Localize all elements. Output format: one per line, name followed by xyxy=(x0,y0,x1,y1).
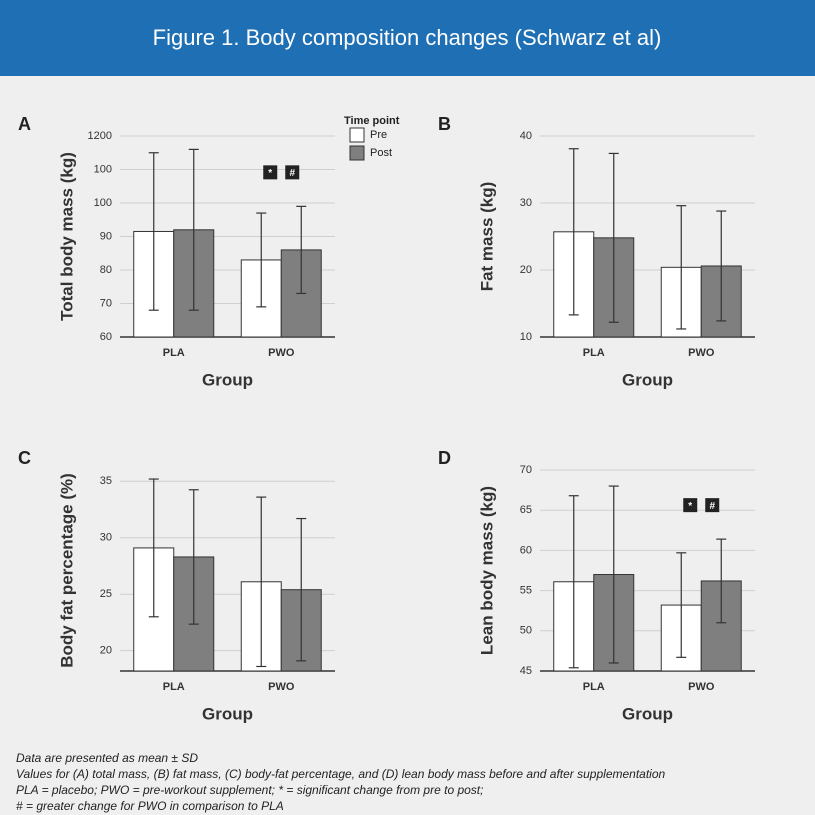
x-axis-label: Group xyxy=(622,704,673,723)
x-tick-label: PLA xyxy=(583,681,605,693)
x-axis-label: Group xyxy=(622,370,673,389)
annotation-box xyxy=(705,498,720,513)
annotation: * xyxy=(268,168,272,179)
header-band xyxy=(0,0,815,76)
y-tick-label: 100 xyxy=(94,163,112,175)
y-tick-label: 70 xyxy=(100,297,112,309)
x-tick-label: PWO xyxy=(268,681,295,693)
y-tick-label: 45 xyxy=(520,665,532,677)
y-axis-label: Body fat percentage (%) xyxy=(57,473,76,668)
figure-title: Figure 1. Body composition changes (Schw… xyxy=(153,25,662,50)
bar xyxy=(700,580,742,672)
y-tick-label: 25 xyxy=(100,588,112,600)
y-tick-label: 60 xyxy=(100,331,112,343)
y-tick-label: 1200 xyxy=(88,130,112,142)
y-tick-label: 20 xyxy=(100,645,112,657)
y-axis-label: Fat mass (kg) xyxy=(477,182,496,292)
annotation-box xyxy=(285,165,300,180)
x-tick-label: PWO xyxy=(688,681,715,693)
note: # = greater change for PWO in comparison… xyxy=(16,799,284,813)
y-tick-label: 100 xyxy=(94,197,112,209)
x-tick-label: PWO xyxy=(268,347,295,359)
y-tick-label: 65 xyxy=(520,504,532,516)
annotation: * xyxy=(688,501,692,512)
x-tick-label: PLA xyxy=(163,681,185,693)
y-tick-label: 30 xyxy=(520,197,532,209)
panel-label: C xyxy=(18,448,31,468)
legend-swatch xyxy=(349,145,365,161)
y-tick-label: 55 xyxy=(520,585,532,597)
panel-label: B xyxy=(438,114,451,134)
panel-label: D xyxy=(438,448,451,468)
y-tick-label: 40 xyxy=(520,130,532,142)
y-tick-label: 60 xyxy=(520,544,532,556)
y-tick-label: 35 xyxy=(100,475,112,487)
note: Data are presented as mean ± SD xyxy=(16,751,198,765)
y-tick-label: 90 xyxy=(100,230,112,242)
annotation-box xyxy=(683,498,698,513)
y-tick-label: 70 xyxy=(520,464,532,476)
x-tick-label: PLA xyxy=(583,347,605,359)
y-tick-label: 10 xyxy=(520,331,532,343)
y-tick-label: 50 xyxy=(520,625,532,637)
legend-label: Post xyxy=(370,147,392,159)
annotation: # xyxy=(289,168,295,179)
legend-title: Time point xyxy=(344,115,400,127)
y-tick-label: 80 xyxy=(100,264,112,276)
y-axis-label: Total body mass (kg) xyxy=(57,152,76,321)
x-tick-label: PLA xyxy=(163,347,185,359)
y-tick-label: 20 xyxy=(520,264,532,276)
note: PLA = placebo; PWO = pre-workout supplem… xyxy=(16,783,483,797)
x-axis-label: Group xyxy=(202,704,253,723)
legend-swatch xyxy=(349,127,365,143)
annotation: # xyxy=(709,501,715,512)
note: Values for (A) total mass, (B) fat mass,… xyxy=(16,767,666,781)
annotation-box xyxy=(263,165,278,180)
panel-label: A xyxy=(18,114,31,134)
legend-label: Pre xyxy=(370,129,387,141)
x-tick-label: PWO xyxy=(688,347,715,359)
x-axis-label: Group xyxy=(202,370,253,389)
y-tick-label: 30 xyxy=(100,532,112,544)
y-axis-label: Lean body mass (kg) xyxy=(477,486,496,655)
